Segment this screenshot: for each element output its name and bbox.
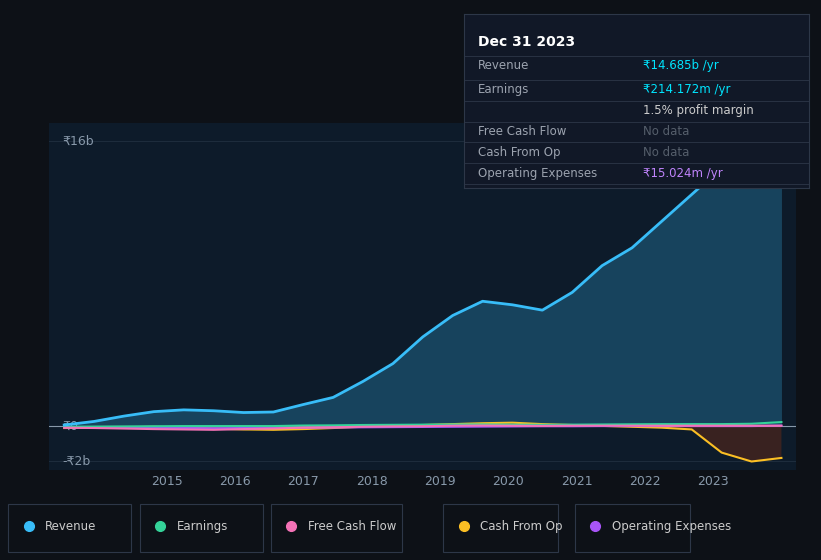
Text: No data: No data <box>643 125 690 138</box>
Text: ₹0: ₹0 <box>62 419 78 432</box>
Text: Operating Expenses: Operating Expenses <box>478 167 597 180</box>
Text: No data: No data <box>643 146 690 159</box>
Text: Dec 31 2023: Dec 31 2023 <box>478 35 575 49</box>
Text: Free Cash Flow: Free Cash Flow <box>478 125 566 138</box>
Text: Free Cash Flow: Free Cash Flow <box>308 520 397 533</box>
Text: Revenue: Revenue <box>478 59 529 72</box>
Text: ₹14.685b /yr: ₹14.685b /yr <box>643 59 719 72</box>
Text: Earnings: Earnings <box>478 83 529 96</box>
Text: Earnings: Earnings <box>177 520 228 533</box>
Text: Operating Expenses: Operating Expenses <box>612 520 731 533</box>
Text: ₹15.024m /yr: ₹15.024m /yr <box>643 167 723 180</box>
Text: Revenue: Revenue <box>45 520 97 533</box>
Text: 1.5% profit margin: 1.5% profit margin <box>643 104 754 117</box>
Text: Cash From Op: Cash From Op <box>480 520 562 533</box>
Text: Cash From Op: Cash From Op <box>478 146 560 159</box>
Text: ₹214.172m /yr: ₹214.172m /yr <box>643 83 731 96</box>
Text: ₹16b: ₹16b <box>62 134 94 147</box>
Text: -₹2b: -₹2b <box>62 455 90 468</box>
